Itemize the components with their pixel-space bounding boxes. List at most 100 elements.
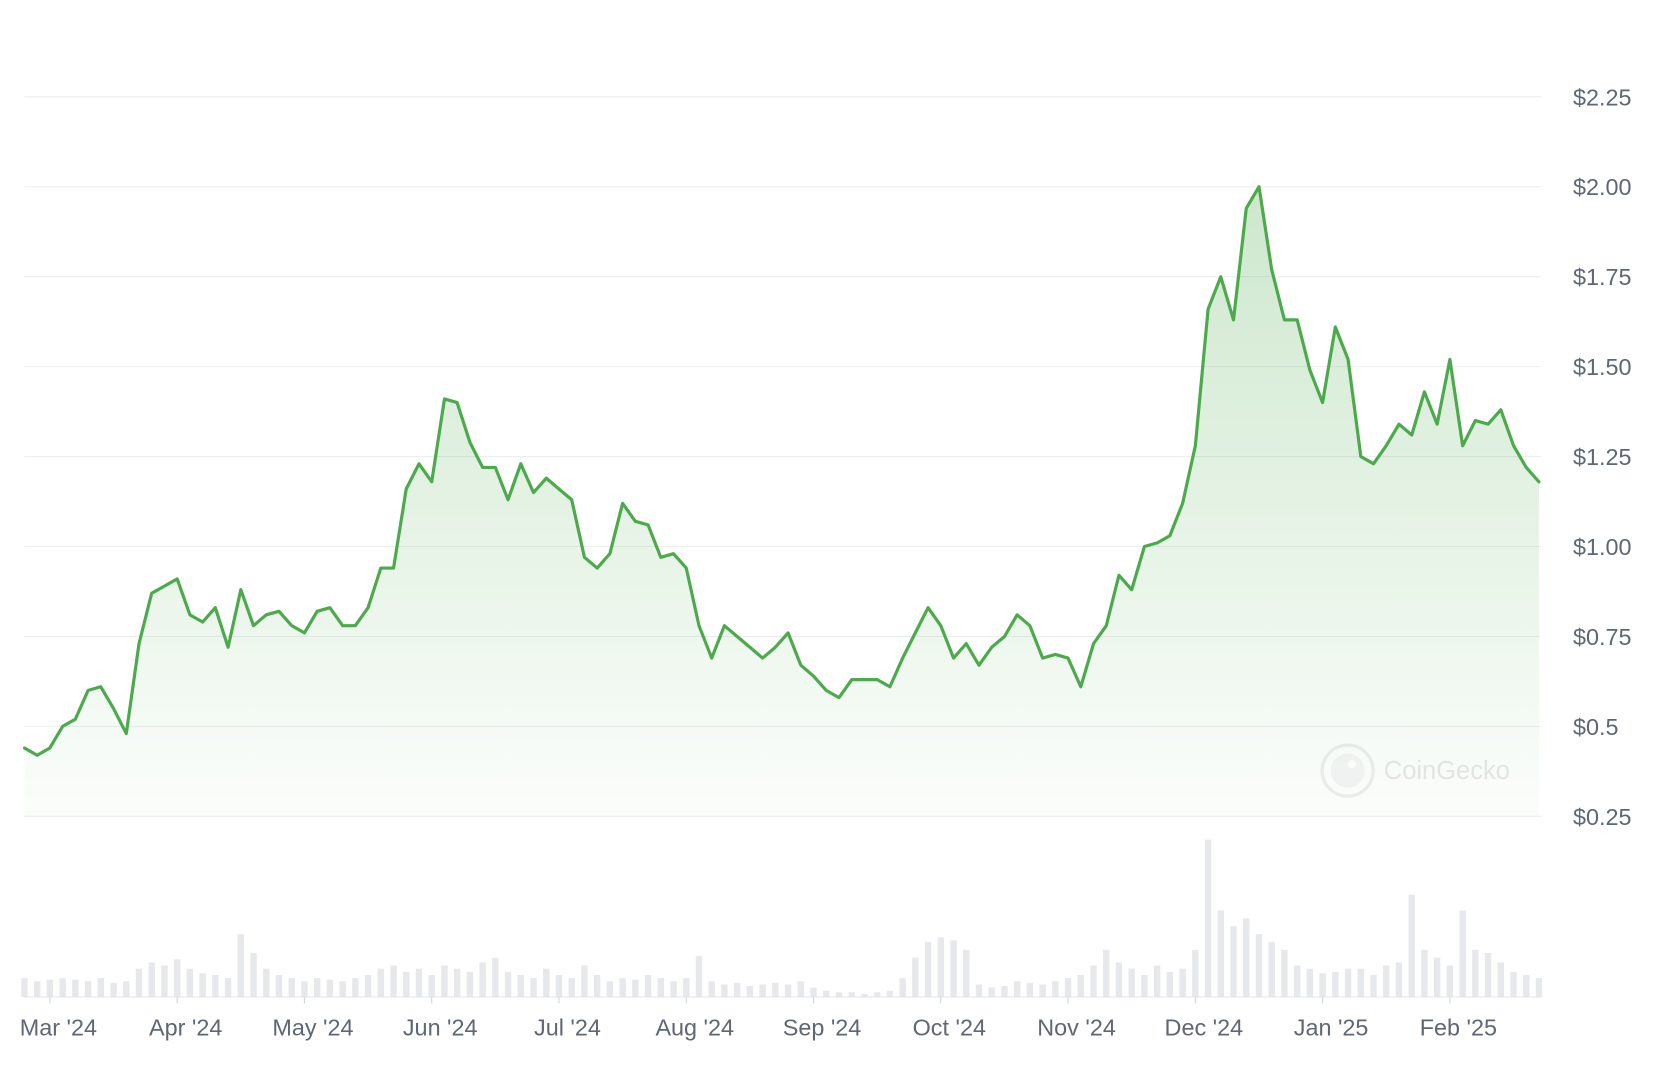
volume-bar [1306, 968, 1314, 998]
volume-bar [937, 937, 944, 998]
volume-bar [466, 971, 474, 998]
volume-bar [403, 971, 410, 998]
volume-bar [1370, 974, 1377, 998]
volume-bar [377, 968, 384, 998]
volume-bar [1001, 986, 1008, 998]
volume-bar [606, 981, 614, 998]
volume-bar [1243, 918, 1250, 998]
volume-bars [21, 839, 1543, 998]
x-tick-label: Jul '24 [534, 1014, 601, 1040]
volume-bar [644, 974, 652, 998]
watermark: CoinGecko [1320, 743, 1510, 798]
volume-bar [683, 978, 690, 998]
volume-bar [1459, 910, 1466, 998]
volume-bar [975, 984, 983, 998]
volume-bar [619, 978, 626, 998]
y-tick-label: $2.25 [1573, 84, 1632, 110]
x-tick-label: Dec '24 [1165, 1014, 1244, 1040]
volume-bar [1179, 968, 1186, 998]
volume-bar [110, 982, 117, 998]
volume-bar [1510, 971, 1517, 998]
volume-bar [963, 949, 970, 998]
volume-bar [364, 974, 372, 998]
volume-bar [784, 984, 792, 998]
volume-bar [1497, 962, 1504, 998]
volume-bar [1255, 934, 1263, 998]
volume-bar [123, 981, 130, 998]
volume-bar [313, 978, 321, 998]
volume-bar [148, 962, 155, 998]
x-tick-label: Mar '24 [20, 1014, 97, 1040]
volume-bar [1064, 978, 1072, 998]
x-tick-label: Feb '25 [1420, 1014, 1497, 1040]
x-tick-label: May '24 [272, 1014, 353, 1040]
volume-bar [873, 992, 881, 998]
y-tick-label: $0.75 [1573, 624, 1632, 650]
volume-bar [1484, 952, 1492, 998]
volume-bar [912, 957, 919, 998]
volume-bar [1293, 965, 1301, 998]
volume-bar [275, 974, 283, 998]
volume-bar [581, 965, 588, 998]
volume-bar [161, 965, 168, 998]
volume-bar [1383, 965, 1390, 998]
x-tick-label: Apr '24 [149, 1014, 222, 1040]
volume-bar [1192, 949, 1199, 998]
volume-bar [1204, 839, 1212, 998]
volume-bar [517, 974, 524, 998]
volume-bar [950, 940, 957, 998]
volume-bar [33, 981, 41, 998]
volume-bar [59, 978, 66, 998]
volume-bar [1446, 965, 1454, 998]
volume-bar [301, 981, 308, 998]
volume-bar [1039, 984, 1046, 998]
volume-bar [1103, 949, 1110, 998]
volume-bar [568, 978, 575, 998]
volume-bar [746, 986, 754, 998]
volume-bar [861, 993, 868, 998]
volume-bar [1357, 968, 1364, 998]
volume-bar [1332, 971, 1339, 998]
volume-bar [823, 990, 830, 998]
volume-bar [543, 968, 550, 998]
volume-bar [530, 978, 537, 998]
volume-bar [721, 984, 728, 998]
volume-bar [492, 957, 499, 998]
volume-bar [72, 979, 79, 998]
volume-bar [1128, 968, 1135, 998]
volume-bar [1153, 965, 1161, 998]
volume-bar [390, 965, 397, 998]
volume-bar [1115, 962, 1123, 998]
volume-bar [1395, 962, 1403, 998]
volume-bar [46, 979, 54, 998]
volume-bar [1141, 974, 1148, 998]
volume-bar [759, 984, 766, 998]
y-tick-label: $1.75 [1573, 264, 1632, 290]
volume-bar [797, 981, 804, 998]
volume-bar [1217, 910, 1224, 998]
volume-bar [1523, 974, 1530, 998]
volume-bar [97, 978, 104, 998]
x-tick-label: Jun '24 [403, 1014, 478, 1040]
volume-bar [263, 968, 270, 998]
volume-bar [810, 987, 817, 998]
watermark-text: CoinGecko [1384, 757, 1510, 785]
volume-bar [1421, 949, 1428, 998]
volume-bar [339, 981, 346, 998]
volume-bar [632, 979, 639, 998]
volume-bar [135, 968, 143, 998]
volume-bar [1230, 926, 1237, 998]
volume-bar [21, 978, 28, 998]
volume-bar [924, 941, 932, 998]
volume-bar [1433, 957, 1441, 998]
volume-bar [1090, 965, 1097, 998]
volume-bar [733, 982, 741, 998]
volume-bar [886, 990, 894, 998]
volume-bar [173, 959, 181, 998]
y-tick-label: $0.5 [1573, 714, 1619, 740]
volume-bar [199, 973, 206, 998]
volume-bar [1408, 894, 1415, 998]
y-tick-label: $2.00 [1573, 174, 1632, 200]
volume-bar [1052, 981, 1059, 998]
